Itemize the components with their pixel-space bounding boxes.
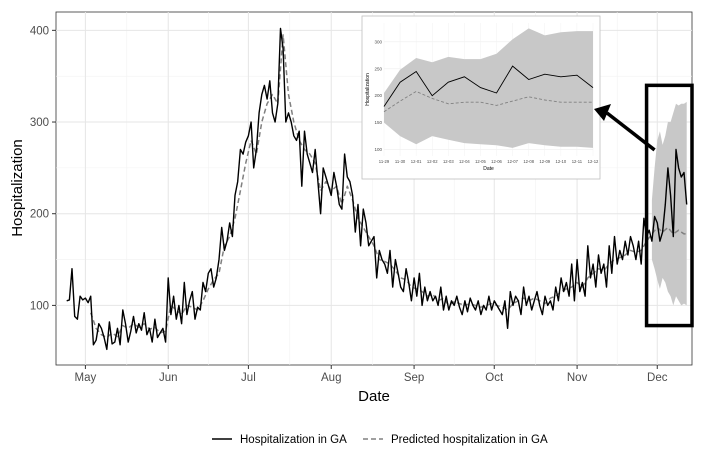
series-line-predicted [89, 34, 687, 339]
inset-predicted-line [383, 90, 593, 113]
x-tick-label: Dec [647, 372, 668, 384]
zoom-arrow-head [594, 104, 611, 121]
x-tick-label: Jun [159, 372, 178, 384]
inset-y-tick-label: 300 [374, 39, 382, 44]
highlight-box [644, 83, 694, 328]
inset-x-tick-label: 11-30 [395, 159, 406, 164]
y-axis-title: Hospitalization [9, 139, 26, 237]
zoom-arrow-shaft [605, 111, 656, 152]
y-tick-label: 200 [30, 209, 49, 221]
inset-x-tick-label: 12-08 [523, 159, 534, 164]
x-tick-label: Oct [485, 372, 504, 384]
x-tick-label: Sep [404, 372, 424, 384]
legend: Hospitalization in GA Predicted hospitali… [212, 434, 548, 446]
inset-y-tick-label: 200 [374, 93, 382, 98]
inset-layer: 100 150 200 250 300 11-29 11-30 12-01 12-02 12-03… [361, 15, 656, 180]
x-tick-label: Nov [567, 372, 588, 384]
y-tick-label: 100 [30, 300, 49, 312]
inset-x-tick-label: 12-05 [475, 159, 486, 164]
inset-y-tick-label: 100 [374, 147, 382, 152]
x-axis-title: Date [358, 388, 390, 405]
inset-y-tick-label: 150 [374, 120, 382, 125]
y-tick-label: 300 [30, 117, 49, 129]
inset-x-tick-label: 12-03 [443, 159, 454, 164]
forecast-band [651, 101, 687, 306]
y-tick-label: 400 [30, 25, 49, 37]
series-line-hospitalization [66, 27, 688, 351]
inset-x-tick-label: 11-29 [379, 159, 390, 164]
inset-x-tick-label: 12-06 [491, 159, 502, 164]
inset-x-tick-label: 12-01 [411, 159, 422, 164]
inset-x-tick-label: 12-07 [507, 159, 518, 164]
inset-x-tick-label: 12-02 [427, 159, 438, 164]
inset-forecast-band [384, 28, 593, 148]
axis-layer: 100 200 300 400 May Jun Jul Aug Sep Oct Nov Dec [30, 25, 668, 384]
x-tick-label: May [75, 372, 97, 384]
legend-label-hospitalization: Hospitalization in GA [240, 434, 347, 446]
inset-x-tick-label: 12-11 [572, 159, 583, 164]
legend-label-predicted: Predicted hospitalization in GA [391, 434, 548, 446]
inset-x-tick-label: 12-10 [555, 159, 566, 164]
inset-actual-line [383, 65, 594, 107]
inset-x-tick-label: 12-09 [539, 159, 550, 164]
inset-y-axis-title: Hospitalization [365, 73, 371, 106]
inset-x-tick-label: 12-04 [459, 159, 470, 164]
inset-x-axis-title: Date [483, 166, 494, 172]
x-tick-label: Jul [241, 372, 256, 384]
series-layer [66, 27, 688, 351]
inset-y-tick-label: 250 [374, 66, 382, 71]
inset-x-tick-label: 12-12 [588, 159, 599, 164]
highlight-box-layer [644, 83, 694, 328]
x-tick-label: Aug [321, 372, 341, 384]
forecast-band-layer [651, 101, 687, 306]
